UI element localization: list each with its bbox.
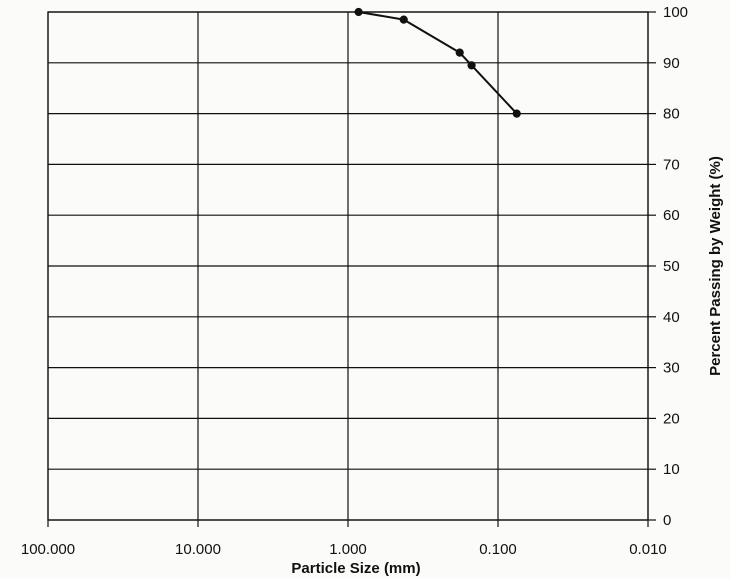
y-tick-label: 40 (663, 309, 680, 326)
y-tick-label: 70 (663, 156, 680, 173)
x-tick-label: 0.010 (629, 541, 667, 558)
data-point (455, 48, 464, 57)
x-tick-label: 1.000 (329, 541, 367, 558)
y-tick-label: 10 (663, 461, 680, 478)
data-point (467, 61, 476, 70)
y-tick-label: 90 (663, 55, 680, 72)
x-tick-label: 10.000 (175, 541, 221, 558)
y-tick-label: 100 (663, 4, 688, 21)
tick-layer: 0 10 20 30 40 50 60 70 80 90 100 100.000 10.000 1.000… (21, 4, 688, 558)
data-point (354, 7, 363, 17)
y-tick-label: 0 (663, 512, 671, 529)
data-point (512, 109, 521, 118)
y-tick-label: 30 (663, 360, 680, 377)
x-tick-label: 0.100 (479, 541, 517, 558)
y-tick-label: 20 (663, 410, 680, 427)
y-tick-label: 80 (663, 106, 680, 123)
y-axis-title: Percent Passing by Weight (%) (707, 156, 724, 376)
series-layer (354, 7, 521, 118)
grid-layer (47, 11, 649, 521)
x-tick-label: 100.000 (21, 541, 75, 558)
data-point (399, 15, 408, 24)
y-tick-label: 60 (663, 207, 680, 224)
y-tick-label: 50 (663, 258, 680, 275)
x-axis-title: Particle Size (mm) (291, 560, 420, 577)
